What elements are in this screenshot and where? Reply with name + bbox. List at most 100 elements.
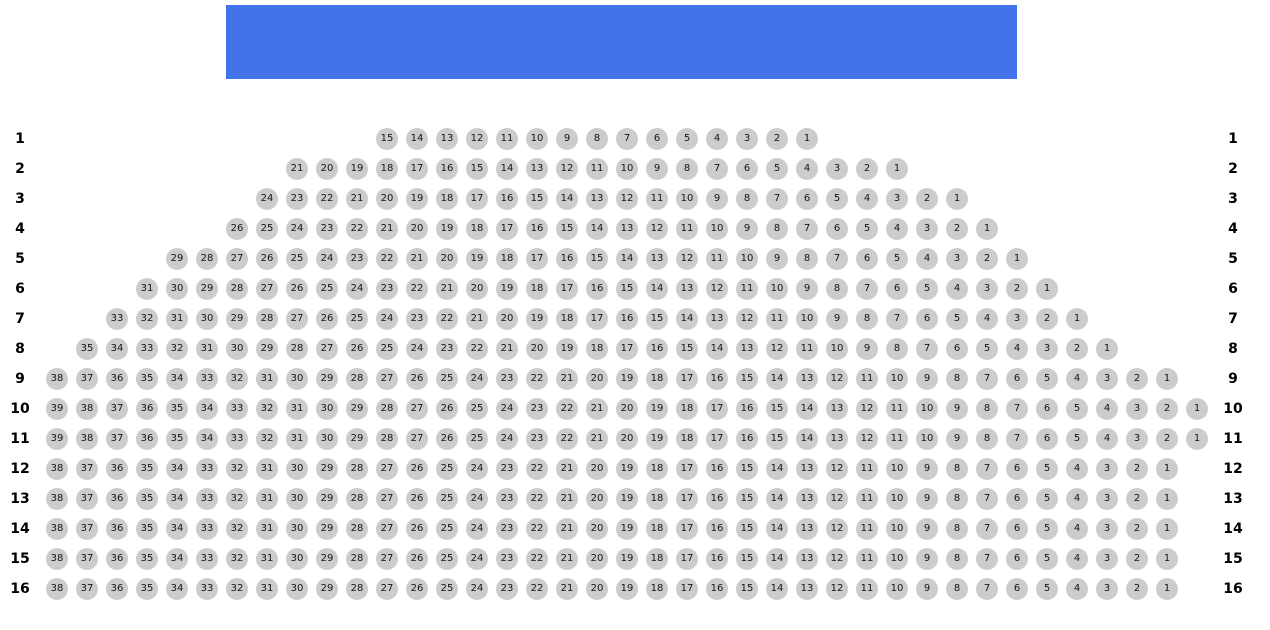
seat[interactable]: 11 bbox=[886, 428, 908, 450]
seat[interactable]: 14 bbox=[676, 308, 698, 330]
seat[interactable]: 4 bbox=[886, 218, 908, 240]
seat[interactable]: 3 bbox=[1126, 428, 1148, 450]
seat[interactable]: 25 bbox=[436, 458, 458, 480]
seat[interactable]: 10 bbox=[886, 368, 908, 390]
seat[interactable]: 2 bbox=[1036, 308, 1058, 330]
seat[interactable]: 20 bbox=[466, 278, 488, 300]
seat[interactable]: 16 bbox=[496, 188, 518, 210]
seat[interactable]: 16 bbox=[706, 488, 728, 510]
seat[interactable]: 14 bbox=[616, 248, 638, 270]
seat[interactable]: 1 bbox=[976, 218, 998, 240]
seat[interactable]: 23 bbox=[496, 488, 518, 510]
seat[interactable]: 21 bbox=[556, 578, 578, 600]
seat[interactable]: 10 bbox=[796, 308, 818, 330]
seat[interactable]: 18 bbox=[646, 488, 668, 510]
seat[interactable]: 18 bbox=[676, 428, 698, 450]
seat[interactable]: 17 bbox=[676, 458, 698, 480]
seat[interactable]: 12 bbox=[826, 368, 848, 390]
seat[interactable]: 5 bbox=[916, 278, 938, 300]
seat[interactable]: 36 bbox=[106, 368, 128, 390]
seat[interactable]: 4 bbox=[976, 308, 998, 330]
seat[interactable]: 15 bbox=[646, 308, 668, 330]
seat[interactable]: 1 bbox=[1156, 548, 1178, 570]
seat[interactable]: 37 bbox=[76, 368, 98, 390]
seat[interactable]: 13 bbox=[826, 428, 848, 450]
seat[interactable]: 16 bbox=[616, 308, 638, 330]
seat[interactable]: 16 bbox=[706, 518, 728, 540]
seat[interactable]: 19 bbox=[616, 368, 638, 390]
seat[interactable]: 21 bbox=[436, 278, 458, 300]
seat[interactable]: 21 bbox=[556, 518, 578, 540]
seat[interactable]: 20 bbox=[586, 518, 608, 540]
seat[interactable]: 21 bbox=[556, 368, 578, 390]
seat[interactable]: 13 bbox=[646, 248, 668, 270]
seat[interactable]: 3 bbox=[916, 218, 938, 240]
seat[interactable]: 28 bbox=[346, 368, 368, 390]
seat[interactable]: 16 bbox=[556, 248, 578, 270]
seat[interactable]: 4 bbox=[1066, 368, 1088, 390]
seat[interactable]: 12 bbox=[826, 488, 848, 510]
seat[interactable]: 15 bbox=[586, 248, 608, 270]
seat[interactable]: 1 bbox=[1036, 278, 1058, 300]
seat[interactable]: 10 bbox=[736, 248, 758, 270]
seat[interactable]: 16 bbox=[736, 428, 758, 450]
seat[interactable]: 13 bbox=[796, 518, 818, 540]
seat[interactable]: 16 bbox=[586, 278, 608, 300]
seat[interactable]: 30 bbox=[166, 278, 188, 300]
seat[interactable]: 18 bbox=[646, 458, 668, 480]
seat[interactable]: 21 bbox=[346, 188, 368, 210]
seat[interactable]: 29 bbox=[316, 548, 338, 570]
seat[interactable]: 35 bbox=[136, 518, 158, 540]
seat[interactable]: 9 bbox=[946, 398, 968, 420]
seat[interactable]: 26 bbox=[436, 398, 458, 420]
seat[interactable]: 17 bbox=[676, 518, 698, 540]
seat[interactable]: 9 bbox=[766, 248, 788, 270]
seat[interactable]: 2 bbox=[946, 218, 968, 240]
seat[interactable]: 24 bbox=[466, 368, 488, 390]
seat[interactable]: 22 bbox=[376, 248, 398, 270]
seat[interactable]: 1 bbox=[1156, 578, 1178, 600]
seat[interactable]: 28 bbox=[346, 548, 368, 570]
seat[interactable]: 35 bbox=[136, 548, 158, 570]
seat[interactable]: 4 bbox=[916, 248, 938, 270]
seat[interactable]: 8 bbox=[826, 278, 848, 300]
seat[interactable]: 22 bbox=[316, 188, 338, 210]
seat[interactable]: 7 bbox=[976, 578, 998, 600]
seat[interactable]: 16 bbox=[706, 458, 728, 480]
seat[interactable]: 25 bbox=[466, 428, 488, 450]
seat[interactable]: 38 bbox=[76, 428, 98, 450]
seat[interactable]: 25 bbox=[466, 398, 488, 420]
seat[interactable]: 21 bbox=[586, 428, 608, 450]
seat[interactable]: 14 bbox=[766, 368, 788, 390]
seat[interactable]: 23 bbox=[496, 518, 518, 540]
seat[interactable]: 3 bbox=[1036, 338, 1058, 360]
seat[interactable]: 8 bbox=[946, 488, 968, 510]
seat[interactable]: 21 bbox=[376, 218, 398, 240]
seat[interactable]: 7 bbox=[1006, 428, 1028, 450]
seat[interactable]: 9 bbox=[646, 158, 668, 180]
seat[interactable]: 19 bbox=[616, 488, 638, 510]
seat[interactable]: 34 bbox=[166, 488, 188, 510]
seat[interactable]: 3 bbox=[1096, 548, 1118, 570]
seat[interactable]: 10 bbox=[826, 338, 848, 360]
seat[interactable]: 28 bbox=[226, 278, 248, 300]
seat[interactable]: 19 bbox=[616, 548, 638, 570]
seat[interactable]: 10 bbox=[886, 548, 908, 570]
seat[interactable]: 13 bbox=[676, 278, 698, 300]
seat[interactable]: 10 bbox=[526, 128, 548, 150]
seat[interactable]: 8 bbox=[946, 368, 968, 390]
seat[interactable]: 3 bbox=[1006, 308, 1028, 330]
seat[interactable]: 38 bbox=[46, 518, 68, 540]
seat[interactable]: 28 bbox=[346, 458, 368, 480]
seat[interactable]: 30 bbox=[286, 458, 308, 480]
seat[interactable]: 35 bbox=[166, 398, 188, 420]
seat[interactable]: 25 bbox=[346, 308, 368, 330]
seat[interactable]: 7 bbox=[976, 518, 998, 540]
seat[interactable]: 7 bbox=[706, 158, 728, 180]
seat[interactable]: 12 bbox=[826, 458, 848, 480]
seat[interactable]: 22 bbox=[556, 398, 578, 420]
seat[interactable]: 27 bbox=[376, 458, 398, 480]
seat[interactable]: 8 bbox=[586, 128, 608, 150]
seat[interactable]: 23 bbox=[496, 578, 518, 600]
seat[interactable]: 33 bbox=[106, 308, 128, 330]
